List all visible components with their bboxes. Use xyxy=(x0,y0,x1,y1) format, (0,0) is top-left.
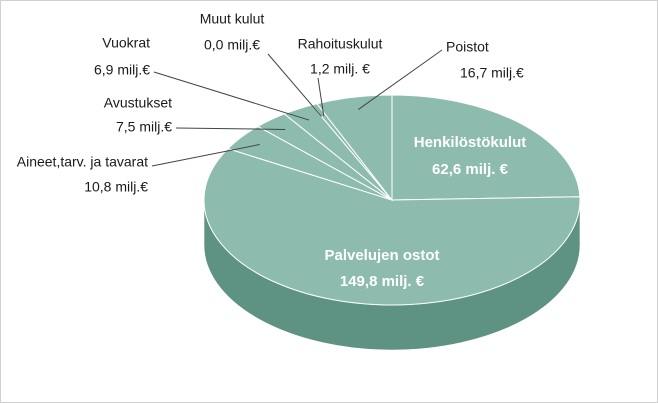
value-label: 149,8 milj. € xyxy=(340,273,425,290)
slice-label: Vuokrat xyxy=(102,35,150,51)
slice-label: Henkilöstökulut xyxy=(414,134,527,151)
leader-line xyxy=(175,127,286,130)
slice xyxy=(203,148,581,306)
value-label: 10,8 milj.€ xyxy=(84,179,148,195)
slice xyxy=(391,94,581,201)
slice-label: Poistot xyxy=(446,39,489,55)
value-label: 16,7 milj.€ xyxy=(460,65,524,81)
leader-line xyxy=(357,49,443,110)
slice-label: Avustukset xyxy=(104,95,172,111)
value-label: 0,0 milj.€ xyxy=(204,37,260,53)
leader-line xyxy=(153,71,310,121)
slice xyxy=(316,94,393,202)
value-label: 7,5 milj.€ xyxy=(116,119,172,135)
slice-label: Aineet,tarv. ja tavarat xyxy=(17,154,148,170)
value-label: 6,9 milj.€ xyxy=(94,62,150,78)
slice-label: Rahoituskulut xyxy=(298,36,383,52)
leader-line xyxy=(267,53,322,117)
value-label: 1,2 milj. € xyxy=(310,61,370,77)
leader-line xyxy=(151,144,260,167)
slice-label: Palvelujen ostot xyxy=(324,247,439,264)
slice-label: Muut kulut xyxy=(200,11,265,27)
value-label: 62,6 milj. € xyxy=(432,161,509,178)
leader-line xyxy=(317,77,325,116)
